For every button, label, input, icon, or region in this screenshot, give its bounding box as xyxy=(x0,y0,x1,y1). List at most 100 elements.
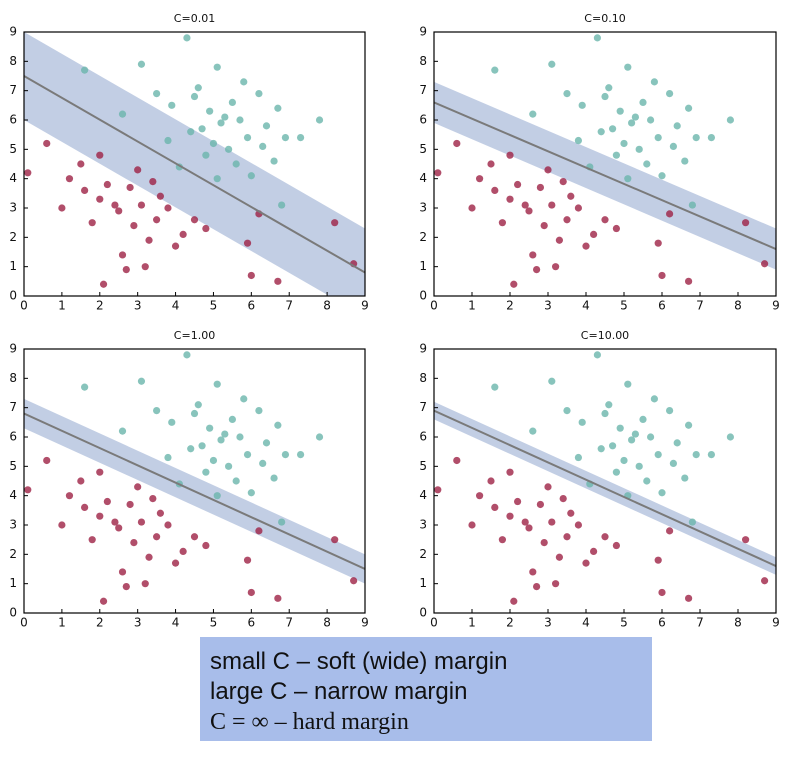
point xyxy=(137,60,146,68)
point xyxy=(563,407,571,415)
y-tick-label: 4 xyxy=(419,488,427,502)
point xyxy=(491,383,499,391)
point xyxy=(548,518,556,526)
point xyxy=(658,489,666,497)
point xyxy=(126,500,134,509)
point xyxy=(126,183,134,192)
point xyxy=(270,474,278,482)
y-tick-label: 6 xyxy=(9,113,17,127)
point xyxy=(202,151,210,159)
x-tick-label: 9 xyxy=(361,299,369,313)
point xyxy=(118,427,127,435)
point xyxy=(247,271,255,280)
point xyxy=(692,451,700,459)
point xyxy=(635,145,643,153)
point xyxy=(533,266,541,274)
point xyxy=(259,142,267,150)
caption-line: C = ∞ – hard margin xyxy=(210,709,409,735)
point xyxy=(145,553,153,561)
point xyxy=(213,175,221,183)
point xyxy=(666,527,674,535)
x-tick-label: 9 xyxy=(772,616,780,630)
chart-title: C=1.00 xyxy=(174,329,215,342)
point xyxy=(574,453,583,462)
point xyxy=(77,160,85,168)
y-tick-label: 9 xyxy=(9,342,17,356)
point xyxy=(685,277,693,285)
point xyxy=(281,451,290,459)
point xyxy=(183,34,191,42)
point xyxy=(514,180,522,189)
point xyxy=(221,113,229,121)
point xyxy=(506,151,514,159)
point xyxy=(468,521,476,529)
y-tick-label: 4 xyxy=(9,488,17,502)
x-tick-label: 7 xyxy=(285,616,293,630)
point xyxy=(187,445,195,453)
point xyxy=(616,424,624,432)
point xyxy=(533,583,541,591)
point xyxy=(601,533,609,541)
point xyxy=(510,597,518,605)
point xyxy=(103,180,111,189)
y-tick-label: 2 xyxy=(9,547,17,561)
point xyxy=(130,539,138,547)
point xyxy=(202,224,210,233)
axes-frame xyxy=(23,31,366,297)
point xyxy=(149,178,157,186)
point xyxy=(666,407,674,415)
point xyxy=(476,492,484,500)
point xyxy=(548,201,556,209)
point xyxy=(658,588,666,597)
point xyxy=(168,101,176,109)
y-tick-label: 7 xyxy=(419,400,427,414)
point xyxy=(681,157,689,165)
point xyxy=(262,439,271,447)
point xyxy=(567,509,575,517)
point xyxy=(281,134,290,142)
point xyxy=(296,451,305,459)
point xyxy=(137,518,146,526)
y-tick-label: 4 xyxy=(9,171,17,185)
point xyxy=(639,98,647,106)
point xyxy=(96,195,104,203)
y-tick-label: 9 xyxy=(9,25,17,39)
point xyxy=(491,66,499,74)
point xyxy=(612,468,621,476)
x-tick-label: 0 xyxy=(430,616,438,630)
point xyxy=(331,219,339,227)
point xyxy=(597,445,605,453)
point xyxy=(115,524,123,532)
point xyxy=(243,556,252,564)
point xyxy=(99,280,108,288)
point xyxy=(24,486,32,494)
x-tick-label: 5 xyxy=(210,299,218,313)
point xyxy=(624,63,632,71)
point xyxy=(635,462,643,470)
point xyxy=(81,186,89,194)
point xyxy=(643,160,651,168)
x-tick-label: 1 xyxy=(58,616,66,630)
point xyxy=(164,136,172,145)
point xyxy=(240,78,248,86)
point xyxy=(529,427,537,435)
caption-box: small C – soft (wide) margin large C – n… xyxy=(200,637,652,741)
point xyxy=(88,536,96,544)
point xyxy=(43,456,51,465)
point xyxy=(605,84,613,92)
point xyxy=(225,145,233,153)
point xyxy=(198,125,206,133)
y-tick-label: 5 xyxy=(419,459,427,473)
point xyxy=(540,539,548,547)
point xyxy=(616,107,624,115)
chart-grid: C=0.01 0 1 2 3 4 5 6 7 8 9 0 1 2 3 4 5 6 7 8 9 C=0.10 0 1 2 3 4 5 6 7… xyxy=(9,12,780,630)
x-tick-label: 7 xyxy=(696,616,704,630)
point xyxy=(255,90,263,98)
x-tick-label: 5 xyxy=(210,616,218,630)
point xyxy=(270,157,278,165)
y-tick-label: 2 xyxy=(419,230,427,244)
point xyxy=(331,536,339,544)
axes-frame xyxy=(433,348,777,614)
point xyxy=(255,407,263,415)
axes-frame xyxy=(433,31,777,297)
